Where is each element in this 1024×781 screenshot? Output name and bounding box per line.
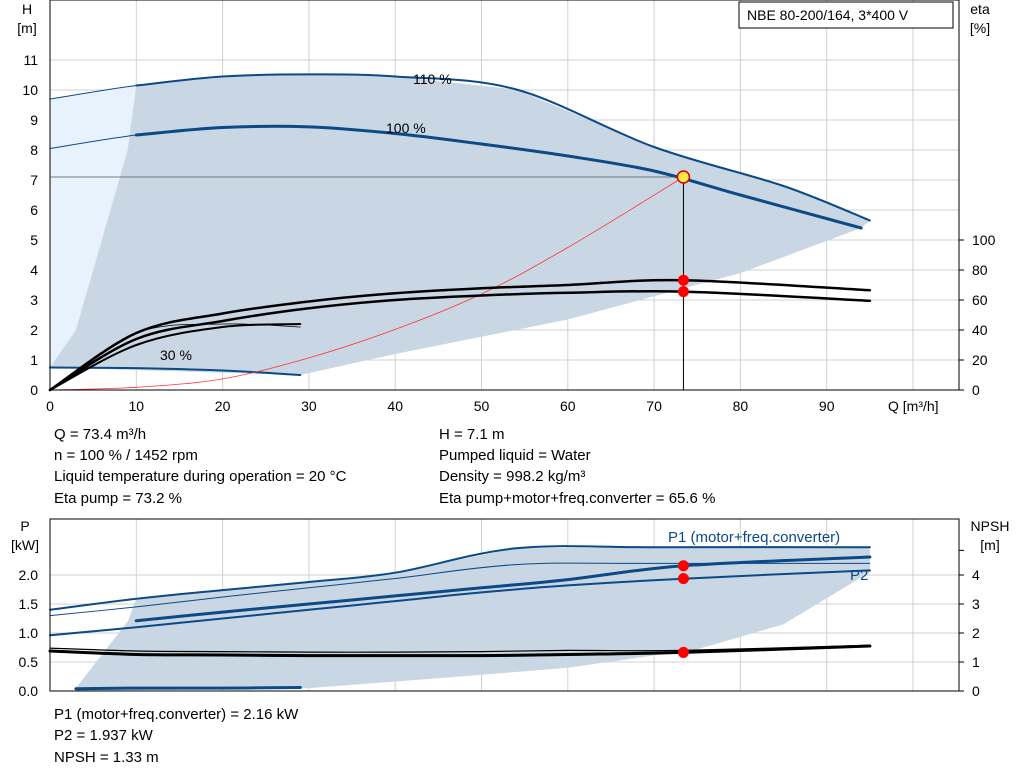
upper-x-tick-label: 40 — [387, 398, 403, 414]
upper-y-right-tick-label: 60 — [972, 292, 988, 308]
upper-y-tick-label: 11 — [23, 52, 38, 68]
duty-point-marker — [676, 170, 691, 184]
eta-duty-marker — [677, 286, 689, 298]
info-liquid: Pumped liquid = Water — [439, 447, 591, 464]
npsh-axis-label: NPSH — [971, 518, 1010, 534]
curve-110-percent — [135, 73, 871, 222]
system-curve — [49, 176, 684, 391]
h-axis-unit: [m] — [17, 20, 36, 36]
upper-y-ticks-right: 0 20 40 60 80 100 — [959, 232, 996, 398]
lower-y-right-tick-label: 4 — [972, 567, 980, 583]
q-axis-label: Q [m³/h] — [888, 398, 939, 414]
upper-x-tick-label: 30 — [301, 398, 317, 414]
p2-max-curve — [49, 562, 871, 617]
eta-30-curve — [49, 323, 302, 391]
speed-label-100: 100 % — [386, 120, 426, 136]
min-flow-area-fill — [50, 85, 137, 368]
npsh-duty-marker — [677, 646, 689, 658]
p1-duty-marker — [677, 560, 689, 572]
upper-y-tick-label: 7 — [30, 172, 38, 188]
p2-series-label: P2 — [850, 567, 868, 584]
p1-30-percent-curve — [74, 686, 302, 691]
upper-x-tick-label: 20 — [215, 398, 231, 414]
upper-y-tick-label: 0 — [30, 382, 38, 398]
p1-max-curve — [49, 545, 871, 611]
p-axis-label: P — [20, 518, 29, 534]
upper-x-tick-label: 60 — [560, 398, 576, 414]
lower-y-ticks-right: 0 1 2 3 4 — [959, 549, 980, 699]
upper-x-tick-label: 0 — [46, 398, 54, 414]
upper-y-right-tick-label: 20 — [972, 352, 988, 368]
info-head: H = 7.1 m — [439, 426, 504, 443]
upper-x-tick-label: 70 — [646, 398, 662, 414]
curve-100-percent — [134, 124, 863, 230]
upper-y-right-tick-label: 80 — [972, 262, 988, 278]
info-speed: n = 100 % / 1452 rpm — [54, 447, 198, 464]
model-label: NBE 80-200/164, 3*400 V — [747, 7, 909, 23]
upper-x-ticks: 0 10 20 30 40 50 60 70 80 90 — [46, 398, 835, 414]
p1-series-label: P1 (motor+freq.converter) — [668, 529, 840, 546]
lower-duty-markers — [677, 560, 689, 658]
info-eta-total: Eta pump+motor+freq.converter = 65.6 % — [439, 490, 715, 507]
upper-plot-frame — [49, 0, 960, 391]
upper-operating-area — [50, 74, 870, 376]
lower-y-tick-label: 2.0 — [19, 567, 39, 583]
p-axis-unit: [kW] — [11, 537, 39, 553]
lower-y-right-tick-label: 0 — [972, 683, 980, 699]
lower-y-ticks: 0.0 0.5 1.0 1.5 2.0 — [19, 567, 39, 699]
lower-plot-frame — [49, 518, 960, 692]
operating-area-fill — [50, 74, 870, 376]
upper-duty-markers — [50, 170, 691, 390]
model-legend-box: NBE 80-200/164, 3*400 V — [738, 1, 954, 29]
info-npsh: NPSH = 1.33 m — [54, 749, 159, 766]
speed-label-110: 110 % — [413, 71, 452, 87]
eta-axis-unit: [%] — [970, 20, 990, 36]
upper-y-tick-label: 3 — [30, 292, 38, 308]
upper-y-tick-label: 8 — [30, 142, 38, 158]
info-eta-pump: Eta pump = 73.2 % — [54, 490, 182, 507]
lower-y-right-tick-label: 2 — [972, 625, 980, 641]
lower-y-tick-label: 1.0 — [19, 625, 39, 641]
upper-y-right-tick-label: 0 — [972, 382, 980, 398]
lower-y-right-tick-label: 1 — [972, 654, 980, 670]
info-p2: P2 = 1.937 kW — [54, 727, 154, 744]
upper-x-tick-label: 90 — [819, 398, 835, 414]
upper-y-ticks: 0 1 2 3 4 5 6 7 8 9 10 11 — [22, 52, 38, 398]
upper-y-right-tick-label: 40 — [972, 322, 988, 338]
upper-y-tick-label: 5 — [30, 232, 38, 248]
upper-y-right-tick-label: 100 — [972, 232, 996, 248]
speed-label-30: 30 % — [160, 347, 192, 363]
lower-y-tick-label: 0.0 — [19, 683, 39, 699]
info-density: Density = 998.2 kg/m³ — [439, 468, 585, 485]
upper-y-tick-label: 10 — [22, 82, 38, 98]
info-p1: P1 (motor+freq.converter) = 2.16 kW — [54, 706, 299, 723]
upper-x-tick-label: 10 — [129, 398, 145, 414]
lower-y-right-tick-label: 3 — [972, 596, 980, 612]
eta-axis-label: eta — [970, 1, 990, 17]
upper-y-tick-label: 2 — [30, 322, 38, 338]
upper-y-tick-label: 9 — [30, 112, 38, 128]
upper-y-tick-label: 6 — [30, 202, 38, 218]
upper-y-tick-label: 1 — [30, 352, 38, 368]
upper-x-tick-label: 80 — [733, 398, 749, 414]
lower-y-tick-label: 0.5 — [19, 654, 39, 670]
eta-duty-marker — [677, 274, 689, 286]
upper-y-tick-label: 4 — [30, 262, 38, 278]
h-axis-label: H — [22, 1, 32, 17]
info-flow: Q = 73.4 m³/h — [54, 426, 146, 443]
p2-duty-marker — [677, 573, 689, 585]
info-temperature: Liquid temperature during operation = 20… — [54, 468, 347, 485]
npsh-axis-unit: [m] — [980, 537, 999, 553]
upper-x-tick-label: 50 — [474, 398, 490, 414]
lower-y-tick-label: 1.5 — [19, 596, 39, 612]
